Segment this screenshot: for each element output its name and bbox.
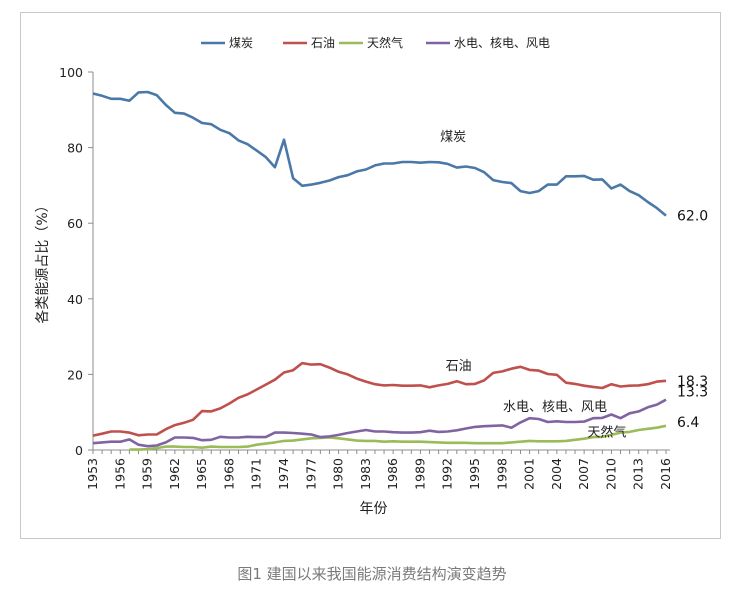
series-annotation: 天然气 — [587, 424, 626, 440]
series-annotation: 石油 — [446, 359, 472, 374]
series-line-1 — [92, 361, 667, 437]
end-value-label: 13.3 — [677, 385, 708, 401]
y-tick-label: 20 — [67, 367, 83, 382]
x-tick-label: 1980 — [331, 458, 346, 490]
y-axis-title: 各类能源占比（%） — [35, 198, 51, 323]
x-tick-label: 1962 — [167, 458, 182, 490]
series-annotation: 煤炭 — [440, 130, 466, 145]
x-tick-label: 1989 — [412, 458, 427, 490]
y-tick-label: 80 — [67, 141, 83, 156]
x-tick-label: 1965 — [194, 458, 209, 490]
x-tick-label: 2001 — [522, 458, 537, 490]
figure-caption: 图1 建国以来我国能源消费结构演变趋势 — [237, 565, 507, 583]
x-tick-label: 2013 — [631, 458, 646, 490]
y-tick-label: 40 — [67, 292, 83, 307]
legend-label: 石油 — [311, 36, 335, 50]
end-value-label: 18.3 — [677, 374, 708, 390]
x-tick-label: 2016 — [658, 458, 673, 490]
series-line-2 — [129, 424, 667, 451]
x-tick-label: 1974 — [276, 458, 291, 490]
y-tick-label: 100 — [59, 65, 83, 80]
y-tick-label: 0 — [75, 443, 83, 458]
legend-label: 水电、核电、风电 — [454, 36, 550, 50]
x-tick-label: 1992 — [440, 458, 455, 490]
x-tick-label: 2007 — [576, 458, 591, 490]
x-tick-label: 1953 — [85, 458, 100, 490]
x-tick-label: 1977 — [303, 458, 318, 490]
x-tick-label: 1995 — [467, 458, 482, 490]
x-tick-label: 1971 — [249, 458, 264, 490]
x-tick-label: 1968 — [221, 458, 236, 490]
y-tick-label: 60 — [67, 216, 83, 231]
legend-label: 天然气 — [367, 35, 403, 50]
chart-frame: 0 20 40 60 80 100 1953 1956 1959 1962 1965 1968 1971… — [20, 12, 721, 539]
x-axis-title: 年份 — [360, 501, 388, 517]
x-tick-label: 2004 — [549, 458, 564, 490]
series-annotation: 水电、核电、风电 — [503, 400, 607, 415]
end-value-label: 62.0 — [677, 209, 708, 225]
x-tick-label: 1998 — [494, 458, 509, 490]
x-tick-label: 1983 — [358, 458, 373, 490]
x-tick-label: 2010 — [603, 458, 618, 490]
x-tick-label: 1986 — [385, 458, 400, 490]
x-tick-label: 1959 — [140, 458, 155, 490]
line-chart: 0 20 40 60 80 100 1953 1956 1959 1962 1965 1968 1971… — [35, 35, 708, 517]
end-value-label: 6.4 — [677, 415, 699, 431]
series-line-0 — [92, 90, 667, 217]
legend-label: 煤炭 — [229, 36, 253, 50]
series-line-3 — [92, 398, 667, 448]
x-tick-label: 1956 — [112, 458, 127, 490]
